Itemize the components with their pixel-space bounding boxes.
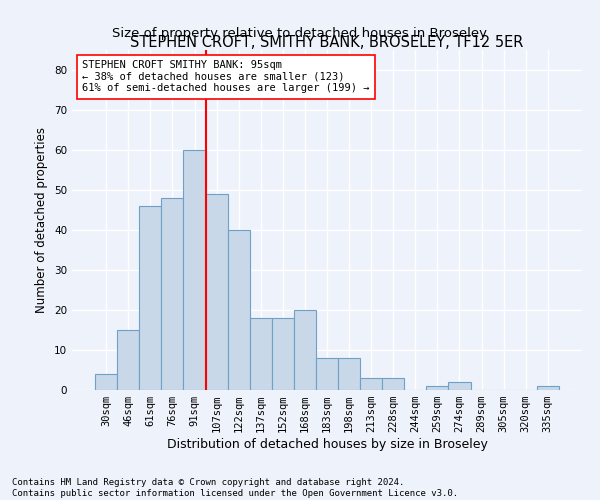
Text: Size of property relative to detached houses in Broseley: Size of property relative to detached ho… — [113, 28, 487, 40]
Text: STEPHEN CROFT SMITHY BANK: 95sqm
← 38% of detached houses are smaller (123)
61% : STEPHEN CROFT SMITHY BANK: 95sqm ← 38% o… — [82, 60, 370, 94]
Bar — [338, 358, 360, 390]
Bar — [537, 386, 559, 390]
Bar — [161, 198, 184, 390]
Bar — [294, 310, 316, 390]
Bar — [448, 382, 470, 390]
Y-axis label: Number of detached properties: Number of detached properties — [35, 127, 49, 313]
X-axis label: Distribution of detached houses by size in Broseley: Distribution of detached houses by size … — [167, 438, 487, 451]
Title: STEPHEN CROFT, SMITHY BANK, BROSELEY, TF12 5ER: STEPHEN CROFT, SMITHY BANK, BROSELEY, TF… — [130, 35, 524, 50]
Bar — [427, 386, 448, 390]
Bar — [184, 150, 206, 390]
Bar — [272, 318, 294, 390]
Bar — [206, 194, 227, 390]
Bar — [227, 230, 250, 390]
Bar — [95, 374, 117, 390]
Bar — [316, 358, 338, 390]
Bar — [117, 330, 139, 390]
Text: Contains HM Land Registry data © Crown copyright and database right 2024.
Contai: Contains HM Land Registry data © Crown c… — [12, 478, 458, 498]
Bar — [250, 318, 272, 390]
Bar — [360, 378, 382, 390]
Bar — [382, 378, 404, 390]
Bar — [139, 206, 161, 390]
